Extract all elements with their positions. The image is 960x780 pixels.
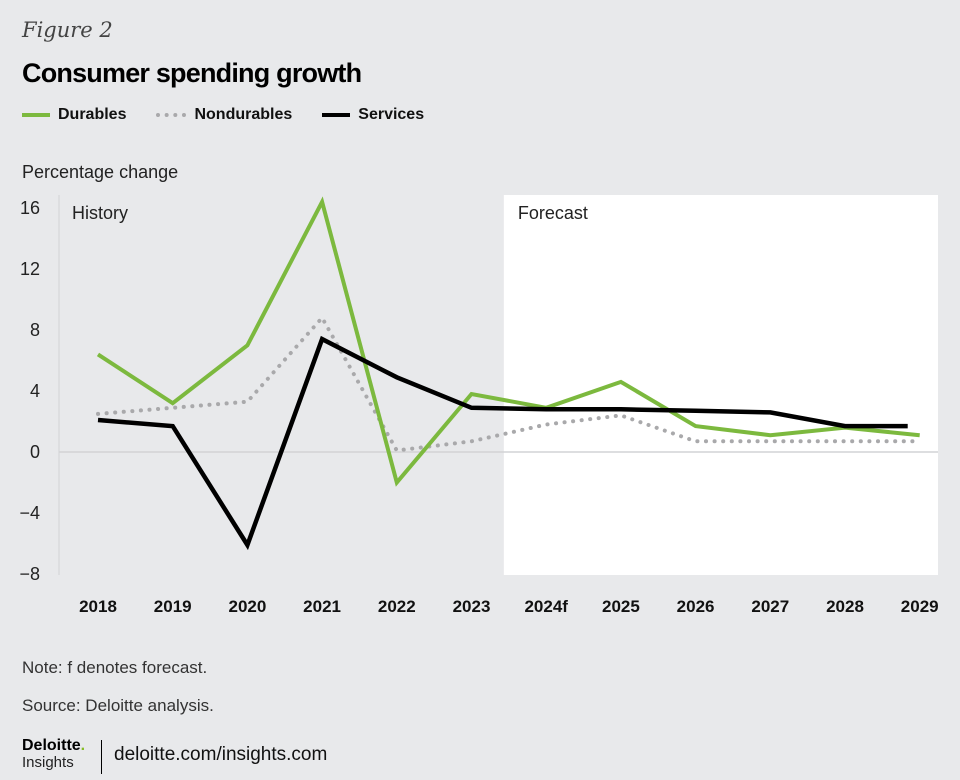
chart-plot: 16 12 8 4 0 −4 −8 2018 2019 2020 2021 2022 2023 2024… xyxy=(19,195,939,616)
y-tick-label: 8 xyxy=(30,320,40,340)
legend-item-nondurables: Nondurables xyxy=(156,106,292,124)
x-tick-label: 2024f xyxy=(524,597,568,616)
legend-label-services: Services xyxy=(358,106,425,123)
x-tick-label: 2021 xyxy=(303,597,341,616)
region-label-forecast: Forecast xyxy=(518,203,588,223)
x-tick-label: 2019 xyxy=(154,597,192,616)
chart-title: Consumer spending growth xyxy=(22,58,362,88)
logo-green-dot: . xyxy=(80,737,86,754)
y-tick-label: 0 xyxy=(30,442,40,462)
legend-label-durables: Durables xyxy=(58,106,127,123)
legend-item-services: Services xyxy=(322,106,424,124)
legend-label-nondurables: Nondurables xyxy=(194,106,293,123)
x-tick-label: 2029 xyxy=(901,597,939,616)
legend-swatch-services xyxy=(322,113,351,117)
y-tick-label: −4 xyxy=(19,503,40,523)
x-tick-label: 2018 xyxy=(79,597,117,616)
y-axis-label: Percentage change xyxy=(22,162,179,182)
site-link[interactable]: deloitte.com/insights.com xyxy=(114,744,328,765)
legend-swatch-nondurables xyxy=(156,113,187,117)
legend: Durables Nondurables Services xyxy=(22,106,454,124)
deloitte-insights-logo: Deloitte. Insights xyxy=(22,738,85,771)
x-tick-label: 2023 xyxy=(453,597,491,616)
logo-brand: Deloitte. xyxy=(22,738,85,754)
logo-brand-text: Deloitte xyxy=(22,737,81,754)
logo-subtitle: Insights xyxy=(22,754,74,771)
x-tick-label: 2025 xyxy=(602,597,640,616)
chart-note: Note: f denotes forecast. xyxy=(22,658,208,677)
series-line-services xyxy=(97,335,908,551)
chart-source: Source: Deloitte analysis. xyxy=(22,696,214,715)
figure-label: Figure 2 xyxy=(22,18,113,42)
region-label-history: History xyxy=(72,203,128,223)
x-tick-label: 2026 xyxy=(677,597,715,616)
x-tick-label: 2020 xyxy=(228,597,266,616)
logo-divider xyxy=(101,740,102,774)
x-tick-label: 2022 xyxy=(378,597,416,616)
y-tick-label: −8 xyxy=(19,564,40,584)
forecast-region xyxy=(503,195,938,575)
x-tick-label: 2027 xyxy=(751,597,789,616)
series-line-nondurables xyxy=(96,314,922,453)
x-tick-label: 2028 xyxy=(826,597,864,616)
y-tick-label: 12 xyxy=(20,259,40,279)
series-line-durables xyxy=(96,196,920,487)
y-tick-label: 4 xyxy=(30,381,40,401)
legend-swatch-durables xyxy=(22,113,50,117)
y-tick-label: 16 xyxy=(20,198,40,218)
legend-item-durables: Durables xyxy=(22,106,126,124)
